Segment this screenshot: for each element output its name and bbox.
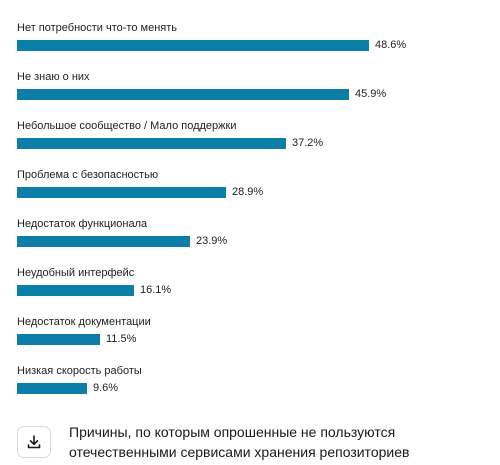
value-label: 9.6% <box>93 382 119 394</box>
category-label: Не знаю о них <box>17 71 90 83</box>
category-label: Недостаток документации <box>17 316 151 328</box>
download-icon <box>27 435 41 449</box>
chart-caption: Причины, по которым опрошенные не пользу… <box>69 424 410 460</box>
bar <box>17 187 226 198</box>
category-label: Проблема с безопасностью <box>17 169 159 181</box>
bar <box>17 236 190 247</box>
bar-chart: Нет потребности что-то менять 48.6% Не зна… <box>17 22 407 394</box>
category-label: Нет потребности что-то менять <box>17 22 177 34</box>
value-label: 48.6% <box>375 39 407 51</box>
bar <box>17 285 134 296</box>
category-label: Низкая скорость работы <box>17 365 142 377</box>
category-label: Небольшое сообщество / Мало поддержки <box>17 120 237 132</box>
value-label: 37.2% <box>292 137 324 149</box>
bar <box>17 138 286 149</box>
category-label: Недостаток функционала <box>17 218 148 230</box>
chart-caption-row: Причины, по которым опрошенные не пользу… <box>17 419 487 463</box>
value-label: 11.5% <box>106 333 137 345</box>
value-label: 28.9% <box>232 186 264 198</box>
bar <box>17 383 87 394</box>
bar <box>17 40 369 51</box>
bar <box>17 334 100 345</box>
value-label: 45.9% <box>355 88 387 100</box>
category-label: Неудобный интерфейс <box>17 267 135 279</box>
bar <box>17 89 349 100</box>
value-label: 16.1% <box>140 284 172 296</box>
value-label: 23.9% <box>196 235 228 247</box>
download-button[interactable] <box>17 426 51 458</box>
